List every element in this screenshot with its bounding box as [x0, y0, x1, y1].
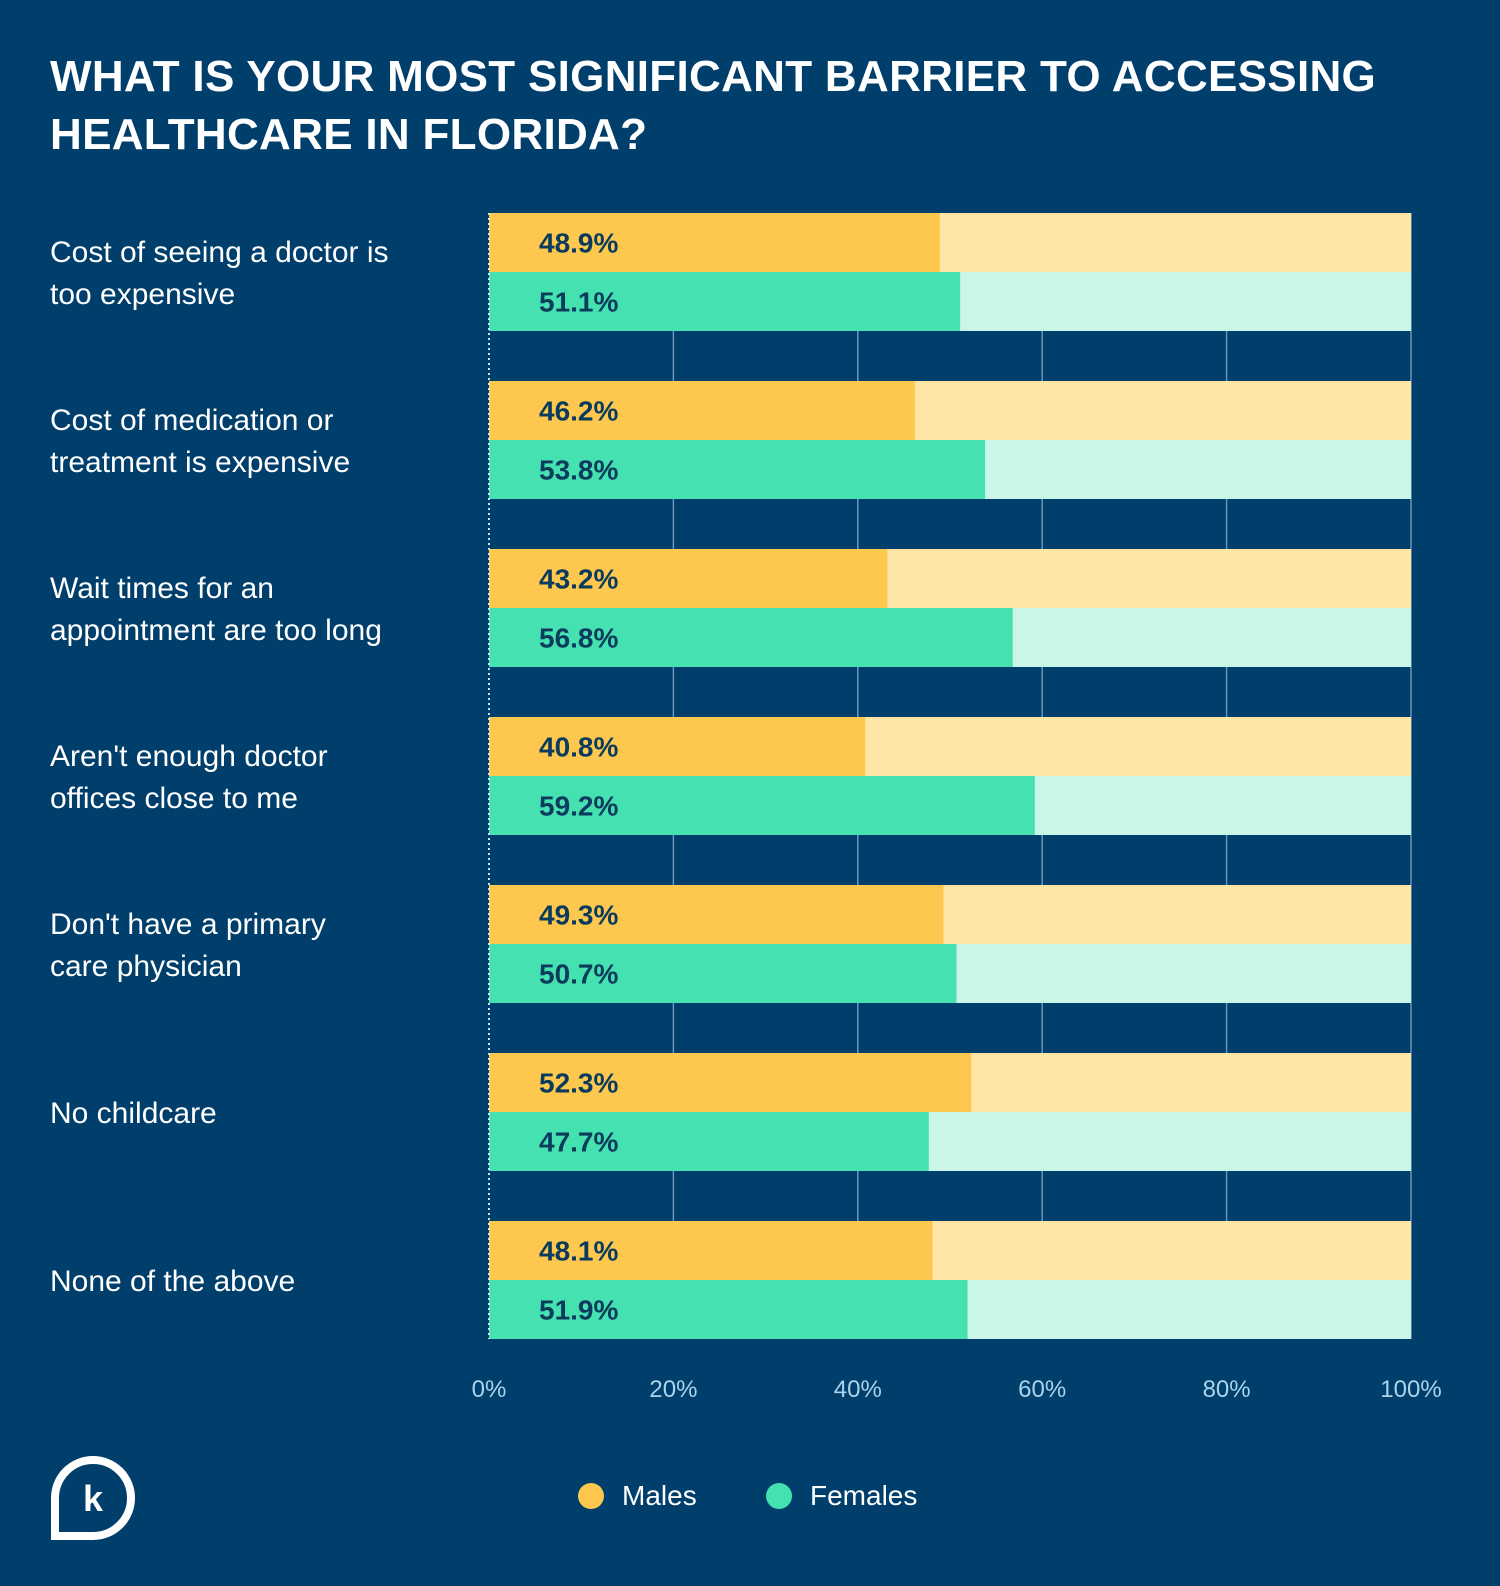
data-label: 59.2%	[539, 791, 618, 822]
legend-label-females: Females	[810, 1480, 918, 1511]
x-tick-label: 100%	[1380, 1376, 1441, 1403]
data-label: 40.8%	[539, 732, 618, 763]
data-label: 49.3%	[539, 900, 618, 931]
bar-males	[489, 1221, 933, 1280]
bar-females	[489, 1280, 968, 1339]
bar-males	[489, 213, 940, 272]
data-label: 50.7%	[539, 959, 618, 990]
data-label: 46.2%	[539, 396, 618, 427]
data-label: 47.7%	[539, 1127, 618, 1158]
x-tick-label: 40%	[834, 1376, 882, 1403]
category-label: treatment is expensive	[50, 446, 350, 479]
title-line-2: healthcare in Florida?	[50, 110, 648, 159]
data-label: 53.8%	[539, 455, 618, 486]
males-swatch	[578, 1483, 604, 1509]
bar-males	[489, 885, 944, 944]
data-label: 56.8%	[539, 623, 618, 654]
category-label: Aren't enough doctor	[50, 740, 328, 773]
bar-females	[489, 1112, 929, 1171]
bar-females	[489, 608, 1013, 667]
legend-item-males: Males	[578, 1480, 697, 1512]
data-label: 51.9%	[539, 1295, 618, 1326]
legend-label-males: Males	[622, 1480, 697, 1511]
bar-males	[489, 1053, 972, 1112]
category-label: Don't have a primary	[50, 908, 326, 941]
category-label: Cost of medication or	[50, 404, 333, 437]
legend: Males Females	[0, 1480, 1500, 1520]
category-label: offices close to me	[50, 782, 298, 815]
data-label: 52.3%	[539, 1068, 618, 1099]
data-label: 48.1%	[539, 1236, 618, 1267]
bar-males	[489, 717, 866, 776]
category-label: Cost of seeing a doctor is	[50, 236, 389, 269]
logo-letter: k	[83, 1478, 104, 1519]
data-label: 43.2%	[539, 564, 618, 595]
category-label: care physician	[50, 950, 242, 983]
bar-females	[489, 944, 957, 1003]
bar-males	[489, 381, 915, 440]
category-label: too expensive	[50, 278, 235, 311]
category-label: None of the above	[50, 1265, 295, 1298]
x-tick-label: 60%	[1018, 1376, 1066, 1403]
females-swatch	[766, 1483, 792, 1509]
legend-item-females: Females	[766, 1480, 917, 1512]
data-label: 48.9%	[539, 228, 618, 259]
bar-females	[489, 272, 961, 331]
title-line-1: What is your most significant barrier to…	[50, 52, 1377, 101]
category-label: No childcare	[50, 1097, 217, 1130]
bar-females	[489, 776, 1035, 835]
bar-males	[489, 549, 888, 608]
chart-title: What is your most significant barrier to…	[50, 48, 1470, 164]
k-logo-icon: k	[51, 1455, 135, 1540]
category-label: Wait times for an	[50, 572, 274, 605]
data-label: 51.1%	[539, 287, 618, 318]
x-tick-label: 20%	[649, 1376, 697, 1403]
bar-females	[489, 440, 986, 499]
x-tick-label: 80%	[1203, 1376, 1251, 1403]
category-label: appointment are too long	[50, 614, 382, 647]
x-tick-label: 0%	[472, 1376, 507, 1403]
